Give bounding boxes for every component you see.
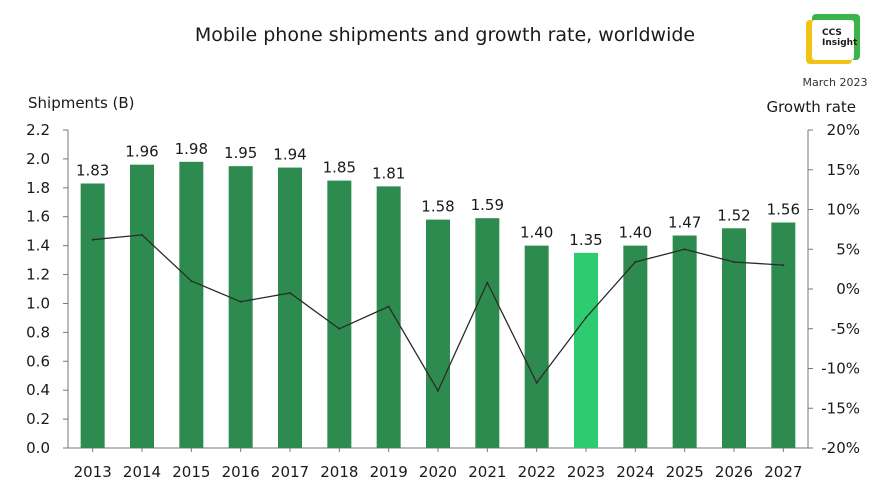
bar-2018	[327, 180, 352, 448]
bar-2020	[426, 219, 450, 448]
report-date: March 2023	[802, 76, 868, 89]
bar-2013	[80, 183, 105, 448]
x-tick-label: 2016	[222, 463, 260, 481]
bar-value-label: 1.96	[125, 143, 158, 161]
growth-point-2024	[634, 260, 637, 263]
x-tick-label: 2015	[172, 463, 210, 481]
growth-point-2019	[387, 305, 390, 308]
y2-tick-label: 0%	[836, 280, 860, 298]
growth-point-2017	[289, 291, 291, 294]
y-tick-label: 0.4	[26, 381, 50, 399]
y-tick-label: 2.0	[26, 150, 50, 168]
logo-text-ccs: CCS	[822, 28, 842, 38]
y-tick-label: 2.2	[26, 121, 50, 139]
growth-point-2026	[733, 260, 735, 263]
y2-tick-label: -15%	[821, 399, 860, 417]
x-tick-label: 2018	[320, 463, 358, 481]
growth-point-2022	[535, 381, 538, 384]
logo-card: CCS Insight	[812, 20, 858, 60]
x-tick-label: 2021	[468, 463, 506, 481]
y2-tick-label: 10%	[827, 201, 860, 219]
bar-2019	[376, 186, 401, 448]
bar-value-label: 1.40	[520, 224, 553, 242]
bar-2021	[475, 218, 500, 448]
growth-point-2014	[141, 233, 143, 236]
y-tick-label: 1.6	[26, 208, 50, 226]
x-tick-label: 2026	[715, 463, 753, 481]
ccs-insight-logo: CCS Insight	[806, 14, 860, 66]
bar-value-label: 1.47	[668, 214, 701, 232]
growth-point-2013	[91, 238, 94, 241]
bar-2017	[278, 167, 302, 448]
y2-tick-label: -5%	[831, 320, 860, 338]
growth-point-2023	[585, 316, 587, 319]
bar-2015	[179, 161, 204, 449]
x-tick-label: 2020	[419, 463, 457, 481]
y-tick-label: 0.0	[26, 439, 50, 457]
y-tick-label: 1.4	[26, 237, 50, 255]
x-tick-label: 2025	[666, 463, 704, 481]
x-tick-label: 2027	[764, 463, 802, 481]
bar-2024	[623, 245, 648, 448]
growth-point-2021	[486, 281, 489, 284]
chart-title: Mobile phone shipments and growth rate, …	[195, 24, 695, 46]
growth-point-2015	[190, 280, 193, 283]
bar-2023	[574, 252, 598, 448]
logo-text-insight: Insight	[822, 38, 858, 48]
y-tick-label: 1.0	[26, 294, 50, 312]
bar-2014	[130, 164, 154, 448]
y2-tick-label: 15%	[827, 161, 860, 179]
bar-value-label: 1.85	[323, 159, 356, 177]
growth-point-2016	[239, 300, 242, 303]
bar-value-label: 1.81	[372, 164, 405, 182]
bar-value-label: 1.98	[175, 140, 208, 158]
x-tick-label: 2019	[370, 463, 408, 481]
bar-value-label: 1.35	[569, 231, 602, 249]
bar-value-label: 1.58	[421, 198, 454, 216]
bar-2027	[771, 222, 796, 448]
bar-value-label: 1.95	[224, 144, 257, 162]
bar-value-label: 1.40	[619, 224, 652, 242]
y2-axis-label: Growth rate	[766, 98, 856, 116]
growth-point-2025	[683, 248, 686, 251]
x-tick-label: 2017	[271, 463, 309, 481]
y-tick-label: 0.2	[26, 410, 50, 428]
bar-value-label: 1.56	[767, 201, 800, 219]
bar-value-label: 1.94	[273, 146, 306, 164]
bar-value-label: 1.83	[76, 161, 109, 179]
y-tick-label: 1.8	[26, 179, 50, 197]
y2-tick-label: -20%	[821, 439, 860, 457]
x-tick-label: 2022	[518, 463, 556, 481]
growth-point-2020	[437, 389, 439, 392]
bar-value-label: 1.59	[471, 196, 504, 214]
bar-2022	[524, 245, 549, 448]
x-tick-label: 2014	[123, 463, 161, 481]
growth-point-2027	[782, 264, 785, 267]
y-axis-label: Shipments (B)	[28, 94, 135, 112]
x-tick-label: 2024	[616, 463, 654, 481]
growth-point-2018	[338, 327, 341, 330]
x-tick-label: 2023	[567, 463, 605, 481]
y-tick-label: 0.8	[26, 323, 50, 341]
y2-tick-label: -10%	[821, 360, 860, 378]
bar-2026	[722, 228, 746, 448]
x-tick-label: 2013	[74, 463, 112, 481]
bar-2016	[228, 166, 253, 449]
y-tick-label: 0.6	[26, 352, 50, 370]
bar-2025	[672, 235, 697, 448]
y2-tick-label: 5%	[836, 240, 860, 258]
y-tick-label: 1.2	[26, 266, 50, 284]
y2-tick-label: 20%	[827, 121, 860, 139]
bar-value-label: 1.52	[717, 206, 750, 224]
